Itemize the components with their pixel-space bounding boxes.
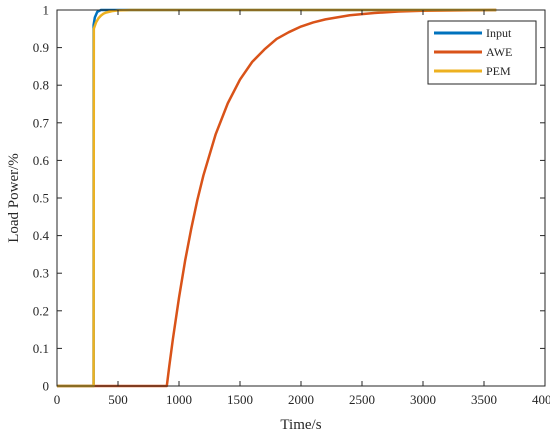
y-tick-label: 0	[43, 379, 50, 394]
legend-label-pem: PEM	[486, 64, 511, 78]
y-tick-label: 0.8	[33, 78, 49, 93]
x-tick-label: 2000	[288, 392, 314, 407]
y-axis-title: Load Power/%	[6, 153, 22, 243]
y-tick-label: 0.5	[33, 191, 49, 206]
x-tick-label: 3500	[471, 392, 497, 407]
legend: Input AWE PEM	[427, 20, 537, 85]
x-axis-title: Time/s	[280, 417, 321, 433]
x-tick-label: 0	[54, 392, 61, 407]
y-tick-label: 0.9	[33, 40, 49, 55]
legend-label-input: Input	[486, 26, 512, 40]
y-tick-label: 0.2	[33, 303, 49, 318]
y-tick-label: 0.4	[33, 228, 50, 243]
x-tick-label: 2500	[349, 392, 375, 407]
y-tick-label: 0.3	[33, 266, 49, 281]
x-tick-label: 1000	[166, 392, 192, 407]
y-tick-label: 0.1	[33, 341, 49, 356]
x-tick-label: 1500	[227, 392, 253, 407]
series-line-awe	[57, 8, 497, 388]
y-tick-label: 0.7	[33, 115, 50, 130]
y-tick-label: 0.6	[33, 153, 50, 168]
x-tick-label: 500	[108, 392, 128, 407]
legend-label-awe: AWE	[486, 45, 512, 59]
y-tick-label: 1	[43, 3, 50, 18]
x-tick-label: 3000	[410, 392, 436, 407]
